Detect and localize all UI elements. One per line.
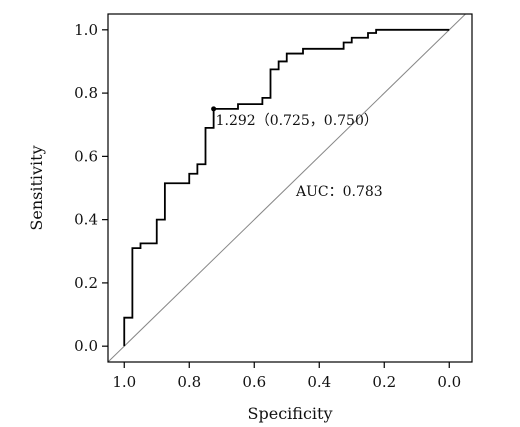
x-tick-label: 0.4	[307, 373, 331, 391]
x-tick-label: 1.0	[112, 373, 136, 391]
reference-diagonal-line	[108, 14, 466, 362]
plot-frame	[107, 13, 473, 363]
auc-annotation: AUC：0.783	[295, 184, 383, 200]
roc-curve-line	[123, 28, 450, 347]
y-tick-label: 0.2	[74, 274, 98, 292]
y-tick-label: 0.4	[74, 211, 98, 229]
x-axis-label: Specificity	[248, 404, 333, 423]
y-tick-label: 1.0	[74, 21, 98, 39]
x-tick-label: 0.0	[437, 373, 461, 391]
cutoff-point	[211, 106, 217, 112]
y-tick-label: 0.8	[74, 84, 98, 102]
x-tick-label: 0.6	[242, 373, 266, 391]
cutoff-annotation: 1.292（0.725，0.750）	[216, 113, 378, 129]
x-tick-label: 0.8	[177, 373, 201, 391]
x-tick-label: 0.2	[372, 373, 396, 391]
y-tick-label: 0.0	[74, 337, 98, 355]
y-tick-label: 0.6	[74, 147, 98, 165]
y-axis-label: Sensitivity	[27, 145, 46, 230]
